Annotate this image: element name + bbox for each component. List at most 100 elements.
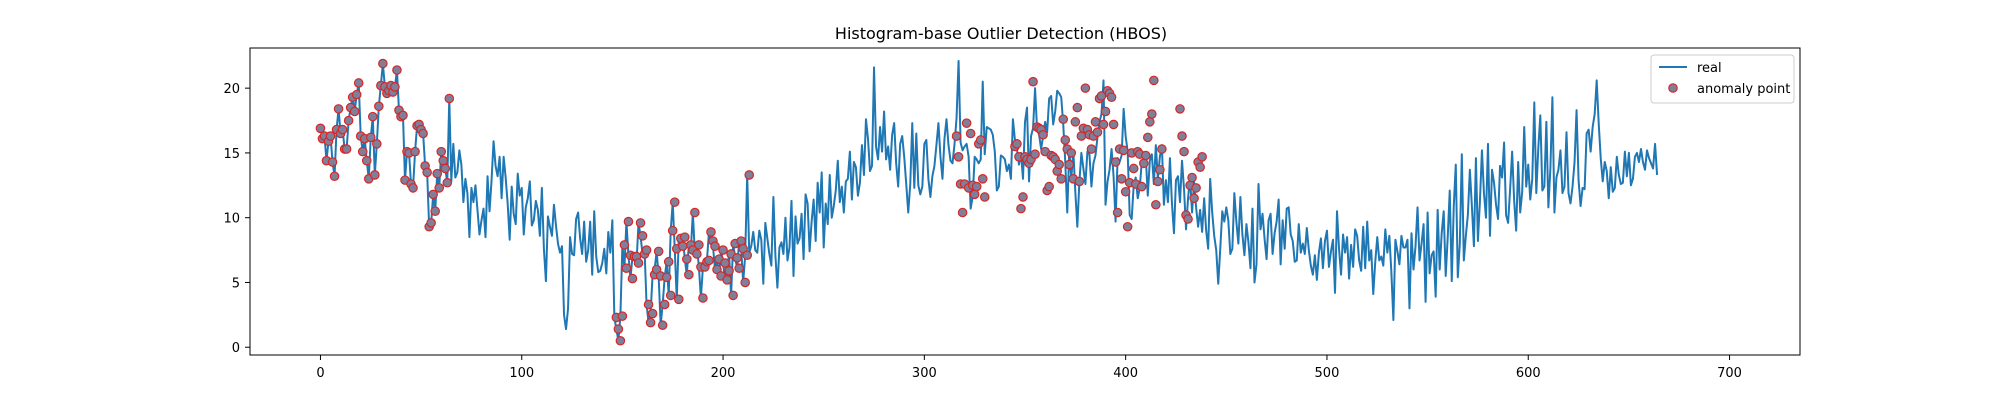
anomaly-point <box>969 189 980 200</box>
anomaly-point <box>426 218 436 228</box>
anomaly-point <box>667 225 678 236</box>
anomaly-point <box>1179 146 1189 157</box>
anomaly-point <box>1155 164 1165 175</box>
anomaly-point <box>621 263 632 274</box>
anomaly-point <box>1136 181 1147 192</box>
anomaly-point <box>398 110 408 121</box>
anomaly-point <box>1108 119 1119 130</box>
anomaly-point <box>367 111 378 122</box>
anomaly-point <box>343 115 354 126</box>
anomaly-point <box>422 167 432 178</box>
axes-frame <box>249 47 1801 356</box>
anomaly-point <box>619 240 630 250</box>
y-axis: 0 5 10 15 20 <box>223 82 250 356</box>
anomaly-point <box>1153 176 1163 187</box>
anomaly-point <box>1145 117 1155 127</box>
anomaly-point <box>1064 159 1075 170</box>
anomaly-point <box>1056 174 1067 184</box>
anomaly-point <box>617 311 628 321</box>
anomaly-point <box>680 232 690 242</box>
anomaly-point <box>1175 104 1185 114</box>
anomaly-point <box>694 240 704 250</box>
anomaly-point <box>1120 186 1131 197</box>
anomaly-point <box>736 236 746 246</box>
anomaly-point <box>1197 152 1207 162</box>
anomaly-point <box>341 144 352 154</box>
anomaly-point <box>975 135 986 145</box>
anomaly-point <box>438 155 449 166</box>
anomaly-point <box>951 131 962 141</box>
anomaly-point <box>677 241 688 251</box>
x-tick-label: 300 <box>912 366 937 381</box>
anomaly-point <box>1112 207 1123 218</box>
anomaly-point <box>1128 163 1139 174</box>
anomaly-point <box>613 324 624 334</box>
anomaly-point <box>1070 117 1081 127</box>
legend: real anomaly point <box>1650 54 1795 104</box>
anomaly-point <box>961 118 972 128</box>
anomaly-point <box>1028 76 1038 87</box>
anomaly-point <box>372 139 382 149</box>
anomaly-point <box>315 123 326 134</box>
legend-label-real: real <box>1697 61 1722 76</box>
x-tick-label: 0 <box>316 366 324 381</box>
anomaly-point <box>645 317 656 328</box>
anomaly-point <box>718 245 728 255</box>
anomaly-point <box>1090 117 1101 127</box>
anomaly-point <box>1038 129 1048 140</box>
anomaly-point <box>1012 139 1022 149</box>
anomaly-point <box>722 275 732 285</box>
x-tick-label: 100 <box>509 366 534 381</box>
legend-marker-swatch <box>1668 83 1678 93</box>
anomaly-point <box>325 131 336 141</box>
anomaly-point <box>740 277 750 288</box>
anomaly-point <box>337 124 348 135</box>
anomaly-point <box>673 294 684 305</box>
anomaly-point <box>1066 148 1077 158</box>
anomaly-point <box>351 89 362 100</box>
anomaly-point <box>1157 144 1167 154</box>
anomaly-point <box>436 146 447 157</box>
y-tick-label: 5 <box>232 276 240 291</box>
anomaly-point <box>1140 150 1151 161</box>
anomaly-point <box>704 255 714 266</box>
anomaly-point <box>692 249 702 259</box>
anomaly-point <box>698 293 708 303</box>
anomaly-point <box>744 170 755 180</box>
anomaly-point <box>1183 214 1193 224</box>
anomaly-point <box>1189 193 1199 204</box>
anomaly-point <box>710 241 720 251</box>
anomaly-point <box>635 218 646 228</box>
anomaly-point <box>728 290 738 301</box>
anomaly-point <box>663 256 674 267</box>
anomaly-point <box>1106 92 1117 103</box>
anomaly-point <box>1080 83 1091 93</box>
anomaly-point <box>1044 181 1054 192</box>
chart-title: Histogram-base Outlier Detection (HBOS) <box>835 24 1167 43</box>
anomaly-point <box>1074 176 1085 187</box>
anomaly-point <box>1142 132 1153 143</box>
legend-label-anomaly: anomaly point <box>1697 82 1790 97</box>
anomaly-point <box>374 101 384 112</box>
anomaly-point <box>965 128 976 139</box>
anomaly-point <box>1118 145 1129 156</box>
anomaly-point <box>353 78 364 88</box>
anomaly-point <box>684 269 694 280</box>
anomaly-point <box>430 206 440 217</box>
anomaly-point <box>627 273 638 284</box>
anomaly-point <box>1098 119 1109 130</box>
anomaly-point <box>392 65 402 75</box>
anomaly-point <box>1191 183 1201 193</box>
anomaly-point <box>390 82 400 92</box>
anomaly-point <box>357 146 368 157</box>
anomaly-point <box>977 174 988 184</box>
anomaly-point <box>742 250 753 261</box>
anomaly-point <box>410 146 420 157</box>
anomaly-point <box>734 263 744 274</box>
anomaly-point <box>1110 157 1121 167</box>
anomaly-point <box>732 253 742 263</box>
anomaly-point <box>1195 162 1205 172</box>
anomaly-point <box>442 177 453 188</box>
anomaly-point <box>637 231 648 241</box>
